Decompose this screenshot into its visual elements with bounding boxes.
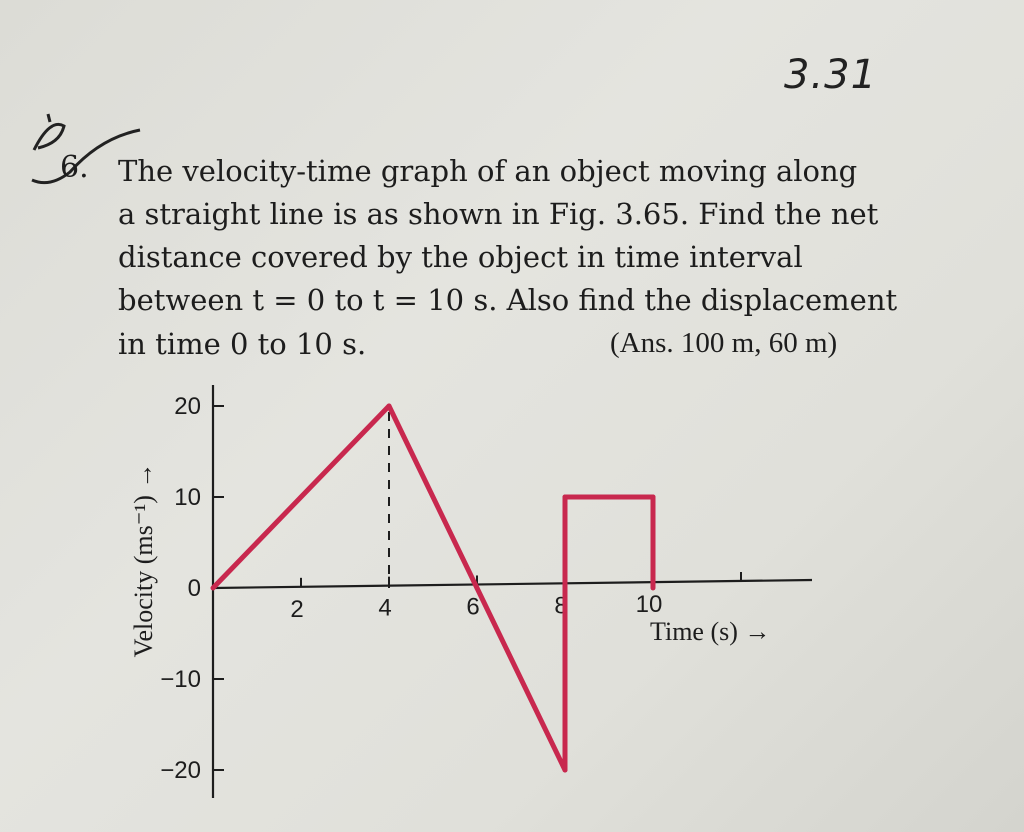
question-line-3: distance covered by the object in time i… [118, 240, 803, 274]
velocity-line-segment [210, 403, 392, 591]
question-number: 6. [60, 150, 89, 185]
velocity-line-segment [386, 403, 480, 591]
y-tick-label: −20 [160, 757, 201, 784]
x-tick-label: 10 [636, 591, 663, 618]
y-tick-label: 0 [188, 575, 201, 602]
question-tick-mark [31, 113, 141, 185]
y-tick-label: 20 [174, 393, 201, 420]
question-line-5: in time 0 to 10 s. [118, 327, 367, 361]
question-line-4: between t = 0 to t = 10 s. Also find the… [118, 283, 898, 317]
answer: (Ans. 100 m, 60 m) [610, 327, 838, 359]
x-tick-label: 6 [466, 593, 479, 620]
y-tick-label: 10 [174, 484, 201, 511]
x-axis-label: Time (s) → [650, 617, 770, 646]
x-axis [212, 578, 813, 590]
question-line-2: a straight line is as shown in Fig. 3.65… [118, 197, 879, 231]
y-axis-label: Velocity (ms⁻¹) → [129, 463, 158, 658]
page-number: 3.31 [784, 52, 878, 98]
question-line-1: The velocity-time graph of an object mov… [118, 154, 858, 188]
y-tick-label: −10 [160, 666, 201, 693]
x-tick-label: 2 [290, 596, 303, 623]
x-tick-label: 4 [378, 595, 391, 622]
velocity-line-segment [474, 585, 568, 773]
